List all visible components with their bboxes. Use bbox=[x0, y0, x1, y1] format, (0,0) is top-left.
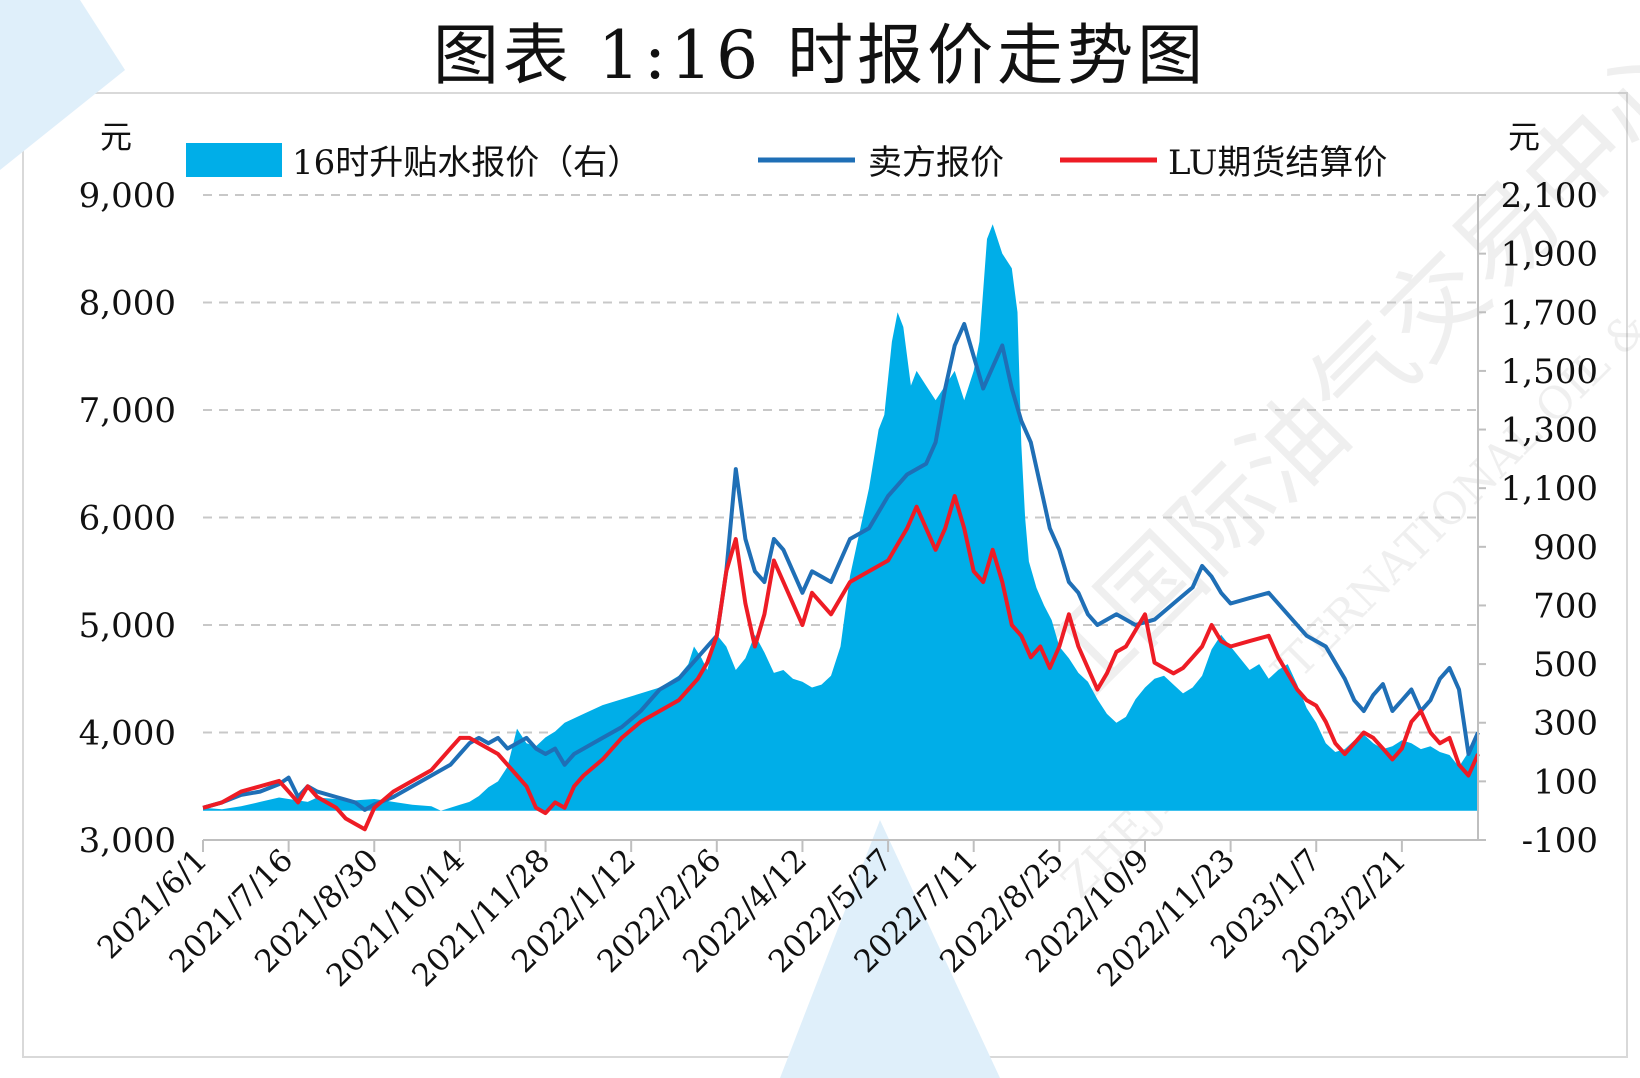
y-right-tick-label: 1,100 bbox=[1501, 469, 1598, 509]
legend-label-premium: 16时升贴水报价（右） bbox=[292, 143, 641, 183]
y-right-tick-label: 900 bbox=[1533, 528, 1598, 568]
y-left-tick-label: 8,000 bbox=[79, 284, 176, 324]
deco-chevron-bottom bbox=[780, 820, 1000, 1078]
y-right-tick-label: 300 bbox=[1533, 704, 1598, 744]
y-right-tick-label: 500 bbox=[1533, 645, 1598, 685]
y-right-tick-label: 100 bbox=[1533, 762, 1598, 802]
legend-label-lu: LU期货结算价 bbox=[1168, 143, 1387, 183]
y-left-tick-label: 6,000 bbox=[79, 499, 176, 539]
y-left-unit: 元 bbox=[100, 118, 132, 156]
y-left-tick-label: 4,000 bbox=[79, 714, 176, 754]
price-lines-group bbox=[202, 322, 1480, 832]
y-right-tick-label: -100 bbox=[1522, 821, 1598, 861]
deco-chevron-left bbox=[0, 0, 125, 170]
premium-area-group bbox=[203, 224, 1478, 811]
y-right-tick-label: 1,500 bbox=[1501, 352, 1598, 392]
y-right-tick-label: 2,100 bbox=[1501, 176, 1598, 216]
legend: 16时升贴水报价（右） 卖方报价 LU期货结算价 bbox=[186, 143, 1387, 183]
legend-swatch-premium bbox=[186, 143, 282, 177]
y-right-tick-label: 1,700 bbox=[1501, 293, 1598, 333]
premium-area bbox=[203, 224, 1478, 811]
seller-price-line bbox=[202, 322, 1480, 812]
y-right-unit: 元 bbox=[1508, 118, 1540, 156]
y-right-tick-label: 1,300 bbox=[1501, 411, 1598, 451]
y-right-tick-label: 1,900 bbox=[1501, 235, 1598, 275]
y-left-tick-label: 9,000 bbox=[79, 176, 176, 216]
y-left-tick-label: 7,000 bbox=[79, 391, 176, 431]
y-left-tick-label: 3,000 bbox=[79, 821, 176, 861]
y-right-tick-label: 700 bbox=[1533, 586, 1598, 626]
page-title: 图表 1:16 时报价走势图 bbox=[432, 17, 1208, 94]
legend-label-seller: 卖方报价 bbox=[868, 143, 1004, 183]
y-left-tick-label: 5,000 bbox=[79, 606, 176, 646]
lu-settlement-line bbox=[202, 494, 1480, 832]
